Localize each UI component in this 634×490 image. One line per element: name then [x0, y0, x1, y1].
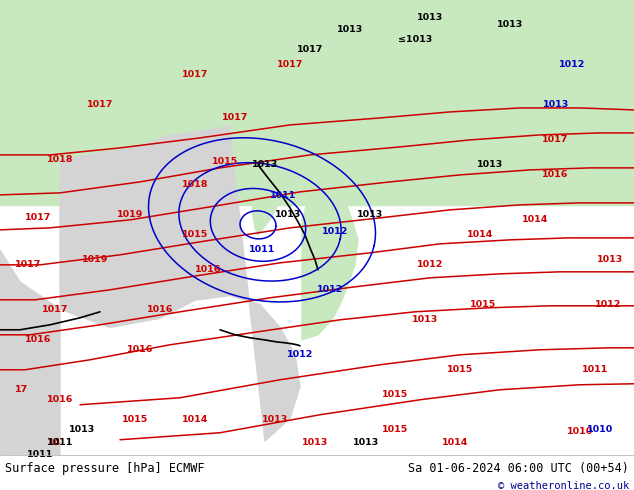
Text: 1012: 1012 — [322, 227, 348, 236]
Polygon shape — [0, 0, 634, 175]
Text: 1011: 1011 — [270, 192, 296, 200]
Text: 1014: 1014 — [442, 438, 468, 447]
Text: 1013: 1013 — [252, 160, 278, 170]
Text: 1016: 1016 — [195, 265, 221, 274]
Text: 1014: 1014 — [522, 216, 548, 224]
Text: 1014: 1014 — [182, 415, 208, 424]
Text: 1010: 1010 — [587, 425, 613, 434]
Text: 1011: 1011 — [249, 245, 275, 254]
Text: 1015: 1015 — [182, 230, 208, 239]
Text: 1013: 1013 — [417, 14, 443, 23]
Polygon shape — [0, 0, 310, 160]
Text: 1017: 1017 — [277, 60, 303, 70]
Text: 1012: 1012 — [559, 60, 585, 70]
Text: 1013: 1013 — [262, 415, 288, 424]
Text: 1011: 1011 — [27, 450, 53, 459]
Text: 1012: 1012 — [317, 285, 343, 294]
Text: 1013: 1013 — [69, 425, 95, 434]
Text: 1019: 1019 — [117, 210, 143, 220]
Text: 1017: 1017 — [25, 213, 51, 222]
Text: 1013: 1013 — [337, 25, 363, 34]
Text: 1013: 1013 — [412, 315, 438, 324]
Text: 1012: 1012 — [287, 350, 313, 359]
Text: 1017: 1017 — [42, 305, 68, 314]
Text: 1015: 1015 — [122, 415, 148, 424]
Polygon shape — [0, 0, 634, 205]
Text: 1016: 1016 — [25, 335, 51, 344]
Text: 1017: 1017 — [542, 135, 568, 145]
Text: 1013: 1013 — [357, 210, 383, 220]
Text: 1012: 1012 — [417, 260, 443, 270]
Text: Sa 01-06-2024 06:00 UTC (00+54): Sa 01-06-2024 06:00 UTC (00+54) — [408, 462, 629, 475]
Text: 1013: 1013 — [302, 438, 328, 447]
Text: 1013: 1013 — [477, 160, 503, 170]
Text: 14: 14 — [48, 438, 61, 447]
Text: 1018: 1018 — [47, 155, 74, 165]
Text: 1013: 1013 — [353, 438, 379, 447]
Text: 1017: 1017 — [222, 113, 248, 122]
Text: ≤1013: ≤1013 — [398, 35, 432, 45]
Text: 17: 17 — [15, 385, 29, 394]
Polygon shape — [430, 20, 634, 200]
Text: 1017: 1017 — [87, 100, 113, 109]
Text: 1017: 1017 — [15, 260, 41, 270]
Text: 1013: 1013 — [275, 210, 301, 220]
Text: 1015: 1015 — [382, 390, 408, 399]
Polygon shape — [0, 0, 300, 455]
Polygon shape — [252, 183, 278, 235]
Text: 1011: 1011 — [47, 438, 73, 447]
Text: 1016: 1016 — [127, 345, 153, 354]
Text: 1012: 1012 — [595, 300, 621, 309]
Text: 1013: 1013 — [543, 100, 569, 109]
Text: 1017: 1017 — [182, 71, 208, 79]
Text: 1010: 1010 — [567, 427, 593, 436]
Text: 1016: 1016 — [147, 305, 173, 314]
Text: 1015: 1015 — [212, 157, 238, 167]
Text: 1018: 1018 — [182, 180, 208, 190]
Text: © weatheronline.co.uk: © weatheronline.co.uk — [498, 481, 629, 490]
Text: 1016: 1016 — [542, 171, 568, 179]
Text: 1015: 1015 — [447, 365, 473, 374]
Text: 1019: 1019 — [82, 255, 108, 264]
Text: Surface pressure [hPa] ECMWF: Surface pressure [hPa] ECMWF — [5, 462, 205, 475]
Text: 1017: 1017 — [297, 46, 323, 54]
Text: 1013: 1013 — [497, 21, 523, 29]
Text: 1014: 1014 — [467, 230, 493, 239]
Text: 1016: 1016 — [47, 395, 73, 404]
Text: 1013: 1013 — [597, 255, 623, 264]
Text: 1011: 1011 — [582, 365, 608, 374]
Polygon shape — [302, 168, 358, 340]
Text: 1015: 1015 — [382, 425, 408, 434]
Text: 1015: 1015 — [470, 300, 496, 309]
